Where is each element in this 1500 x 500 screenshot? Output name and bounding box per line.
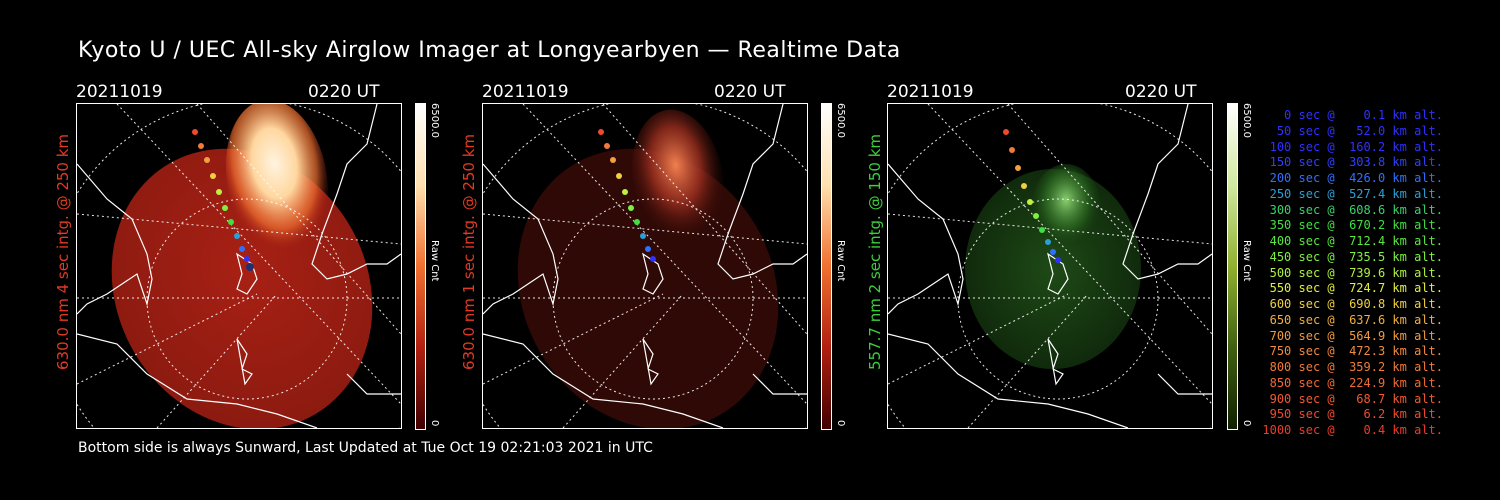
legend-item: 900 sec @ 68.7 km alt. [1262,391,1443,406]
panel2-time: 0220 UT [714,82,786,102]
legend-item: 350 sec @ 670.2 km alt. [1262,218,1443,233]
panel3-trajectory [1003,129,1061,263]
panel2-trajectory [598,129,656,262]
legend-item: 600 sec @ 690.8 km alt. [1262,297,1443,311]
legend-item: 650 sec @ 637.6 km alt. [1262,312,1443,327]
panel1-colorbar-unit: Raw Cnt [429,240,440,282]
legend-item: 450 sec @ 735.5 km alt. [1262,249,1443,264]
panel3-svg [888,104,1212,428]
panel2-svg [483,104,807,428]
panel3-aurora [1031,164,1101,254]
panel1-colorbar-min: 0 [429,420,440,427]
legend-item: 100 sec @ 160.2 km alt. [1262,139,1443,154]
panel2-wavelength-label: 630.0 nm 1 sec intg. @ 250 km [460,133,478,370]
legend-item: 300 sec @ 608.6 km alt. [1262,202,1443,217]
legend-item: 800 sec @ 359.2 km alt. [1262,360,1443,374]
legend-item: 750 sec @ 472.3 km alt. [1262,344,1443,359]
panel3-time: 0220 UT [1125,82,1197,102]
legend-item: 1000 sec @ 0.4 km alt. [1262,423,1443,437]
page-title: Kyoto U / UEC All-sky Airglow Imager at … [78,38,901,63]
legend-item: 400 sec @ 712.4 km alt. [1262,234,1443,248]
legend-item: 850 sec @ 224.9 km alt. [1262,375,1443,390]
panel3-image [887,103,1213,429]
legend-item: 50 sec @ 52.0 km alt. [1262,123,1443,138]
legend-item: 500 sec @ 739.6 km alt. [1262,265,1443,280]
panel2-aurora [632,109,724,249]
legend-item: 950 sec @ 6.2 km alt. [1262,407,1443,422]
panel1-image [76,103,402,429]
legend-item: 150 sec @ 303.8 km alt. [1262,155,1443,170]
legend-item: 700 sec @ 564.9 km alt. [1262,328,1443,343]
panel1-colorbar-max: 6500.0 [429,103,440,138]
panel3-wavelength-label: 557.7 nm 2 sec intg. @ 150 km [866,133,884,370]
panel1-svg [77,104,401,428]
panel1-time: 0220 UT [308,82,380,102]
panel1-date: 20211019 [76,82,163,102]
panel3-date: 20211019 [887,82,974,102]
panel2-colorbar-unit: Raw Cnt [835,240,846,282]
legend-item: 550 sec @ 724.7 km alt. [1262,281,1443,296]
legend-item: 200 sec @ 426.0 km alt. [1262,171,1443,185]
panel1-aurora [225,104,329,259]
panel1-wavelength-label: 630.0 nm 4 sec intg. @ 250 km [54,133,72,370]
panel2-colorbar-min: 0 [835,420,846,427]
panel3-colorbar [1227,103,1238,430]
panel2-image [482,103,808,429]
legend-item: 0 sec @ 0.1 km alt. [1262,108,1443,122]
legend-item: 250 sec @ 527.4 km alt. [1262,186,1443,201]
panel2-colorbar [821,103,832,430]
footer-note: Bottom side is always Sunward, Last Upda… [78,440,653,456]
panel2-date: 20211019 [482,82,569,102]
panel1-colorbar [415,103,426,430]
panel2-colorbar-max: 6500.0 [835,103,846,138]
panel1-trajectory [192,129,254,271]
